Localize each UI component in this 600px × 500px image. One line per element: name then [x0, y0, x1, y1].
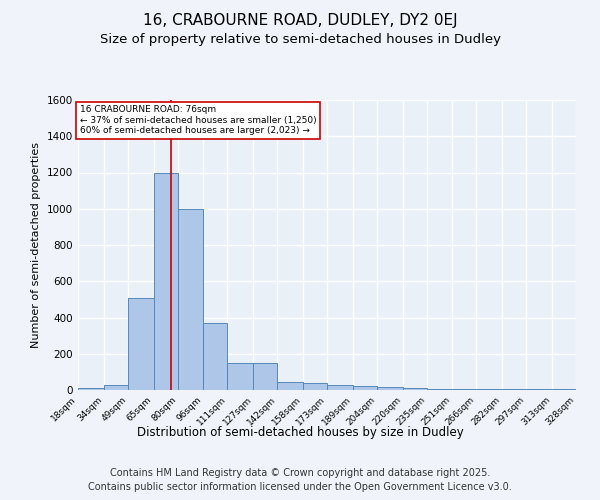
Bar: [178, 209, 203, 390]
Bar: [154, 172, 178, 390]
Bar: [253, 363, 277, 390]
Bar: [377, 388, 403, 390]
Bar: [427, 388, 452, 390]
Bar: [78, 388, 104, 390]
Text: Contains public sector information licensed under the Open Government Licence v3: Contains public sector information licen…: [88, 482, 512, 492]
Bar: [476, 389, 502, 390]
Text: Size of property relative to semi-detached houses in Dudley: Size of property relative to semi-detach…: [100, 32, 500, 46]
Text: Contains HM Land Registry data © Crown copyright and database right 2025.: Contains HM Land Registry data © Crown c…: [110, 468, 490, 477]
Bar: [353, 386, 377, 390]
Text: Distribution of semi-detached houses by size in Dudley: Distribution of semi-detached houses by …: [137, 426, 463, 439]
Bar: [303, 383, 327, 390]
Bar: [403, 388, 427, 390]
Bar: [452, 389, 476, 390]
Bar: [128, 298, 154, 390]
Text: 16 CRABOURNE ROAD: 76sqm
← 37% of semi-detached houses are smaller (1,250)
60% o: 16 CRABOURNE ROAD: 76sqm ← 37% of semi-d…: [80, 106, 316, 135]
Y-axis label: Number of semi-detached properties: Number of semi-detached properties: [31, 142, 41, 348]
Bar: [227, 363, 253, 390]
Bar: [277, 382, 303, 390]
Bar: [203, 323, 227, 390]
Bar: [327, 385, 353, 390]
Text: 16, CRABOURNE ROAD, DUDLEY, DY2 0EJ: 16, CRABOURNE ROAD, DUDLEY, DY2 0EJ: [143, 12, 457, 28]
Bar: [104, 385, 128, 390]
